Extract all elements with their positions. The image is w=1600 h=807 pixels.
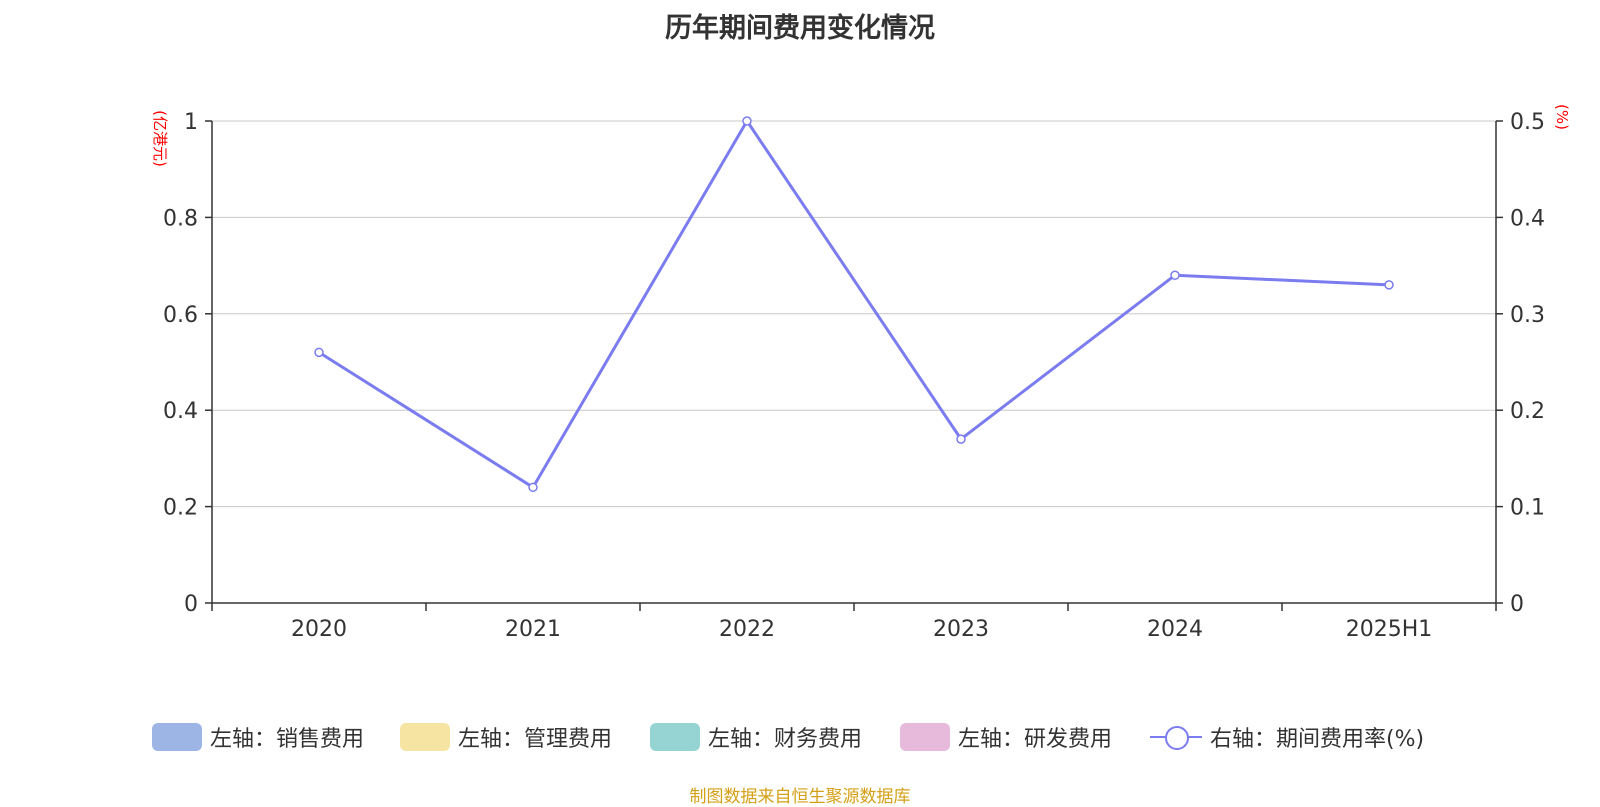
legend-item-admin-expense[interactable]: 左轴：管理费用 (400, 722, 612, 752)
x-axis-tick-label: 2023 (933, 617, 989, 642)
legend-swatch-sales-expense (152, 723, 202, 751)
legend-label-admin-expense: 左轴：管理费用 (458, 727, 613, 752)
data-point-expense-ratio (742, 116, 752, 126)
data-point-expense-ratio (1384, 280, 1394, 290)
left-axis-tick-label: 0.8 (163, 206, 198, 231)
legend-swatch-finance-expense (650, 723, 700, 751)
right-axis-tick-label: 0.4 (1510, 206, 1545, 231)
right-axis-tick-label: 0.1 (1510, 496, 1545, 521)
legend-item-finance-expense[interactable]: 左轴：财务费用 (650, 722, 862, 752)
x-axis-tick-label: 2025H1 (1346, 617, 1433, 642)
x-axis-tick-label: 2021 (505, 617, 561, 642)
left-axis-tick-label: 0.6 (163, 303, 198, 328)
chart-title: 历年期间费用变化情况 (665, 13, 935, 44)
left-axis-tick-label: 0.4 (163, 399, 198, 424)
right-axis-tick-label: 0.3 (1510, 303, 1545, 328)
data-source-note: 制图数据来自恒生聚源数据库 (689, 787, 911, 807)
legend-label-finance-expense: 左轴：财务费用 (708, 727, 863, 752)
left-axis-tick-label: 0.2 (163, 496, 198, 521)
legend-item-sales-expense[interactable]: 左轴：销售费用 (152, 722, 364, 752)
legend-label-sales-expense: 左轴：销售费用 (210, 727, 365, 752)
legend: 左轴：销售费用 左轴：管理费用 左轴：财务费用 左轴：研发费用 右轴：期间费用率… (0, 722, 1600, 752)
legend-label-rd-expense: 左轴：研发费用 (958, 727, 1113, 752)
legend-item-expense-ratio[interactable]: 右轴：期间费用率(%) (1150, 722, 1424, 752)
x-axis-tick-label: 2024 (1147, 617, 1203, 642)
right-axis-tick-label: 0.2 (1510, 399, 1545, 424)
legend-label-expense-ratio: 右轴：期间费用率(%) (1210, 727, 1425, 752)
data-point-expense-ratio (528, 482, 538, 493)
series-line-expense-ratio (318, 119, 1390, 489)
x-axis-tick-label: 2020 (291, 617, 347, 642)
legend-line-marker-icon (1150, 723, 1202, 751)
chart-area: 0 0.2 0.4 0.6 0.8 1 0 0.1 0.2 0.3 0.4 0.5 2020 2021 20… (163, 110, 1545, 642)
left-axis-tick-label: 1 (184, 110, 198, 135)
legend-swatch-rd-expense (900, 723, 950, 751)
right-axis-tick-label: 0 (1510, 592, 1524, 617)
legend-item-rd-expense[interactable]: 左轴：研发费用 (900, 722, 1112, 752)
legend-swatch-admin-expense (400, 723, 450, 751)
left-axis-tick-label: 0 (184, 592, 198, 617)
data-point-expense-ratio (956, 434, 966, 444)
x-axis-tick-label: 2022 (719, 617, 775, 642)
data-point-expense-ratio (1170, 270, 1180, 280)
data-point-expense-ratio (314, 347, 324, 358)
right-axis-tick-label: 0.5 (1510, 110, 1545, 135)
